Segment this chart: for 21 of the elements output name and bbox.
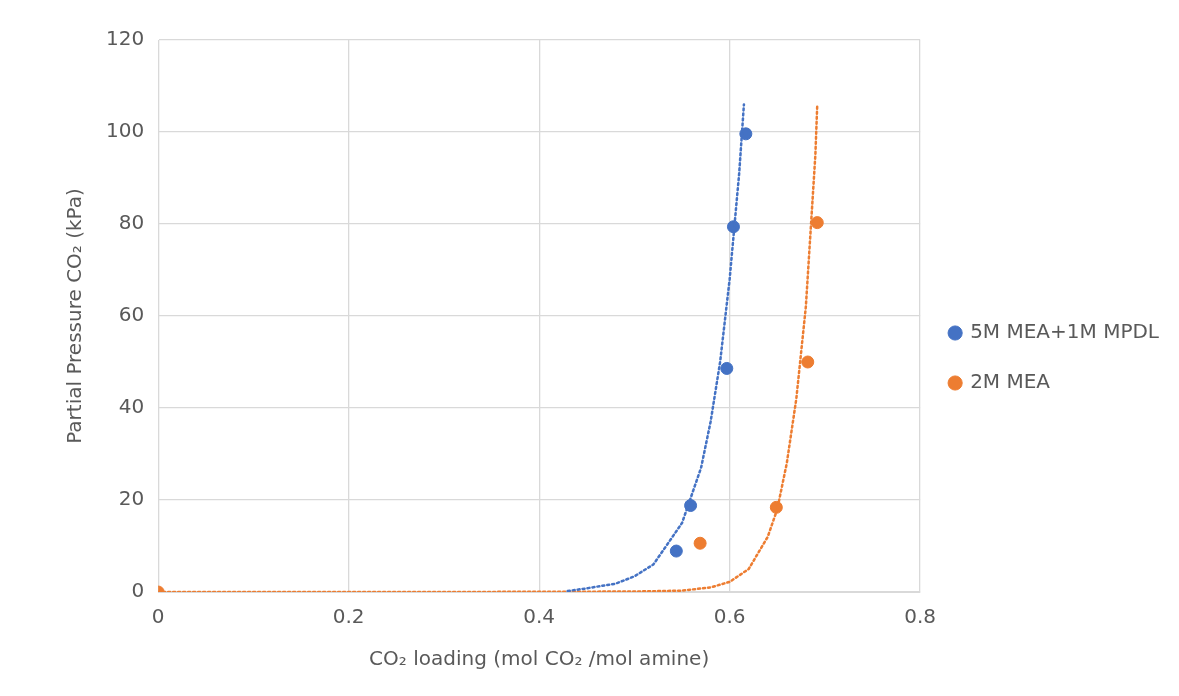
y-axis-title: Partial Pressure CO₂ (kPa) [62, 188, 87, 444]
x-tick-label: 0.4 [523, 604, 556, 629]
point [693, 536, 707, 550]
y-tick-label: 0 [131, 578, 145, 603]
x-axis-title: CO₂ loading (mol CO₂ /mol amine) [369, 646, 710, 671]
point [720, 361, 734, 375]
point [810, 216, 824, 230]
y-tick-label: 40 [118, 394, 145, 419]
x-tick-label: 0.6 [713, 604, 746, 629]
y-tick-label: 120 [105, 26, 145, 51]
y-tick-label: 100 [105, 118, 145, 143]
y-tick-label: 20 [118, 486, 145, 511]
x-tick-label: 0.2 [332, 604, 365, 629]
point [669, 544, 683, 558]
legend-label: 5M MEA+1M MPDL [970, 319, 1160, 344]
legend-label: 2M MEA [970, 369, 1051, 394]
point [801, 355, 815, 369]
y-tick-label: 80 [118, 210, 145, 235]
x-tick-label: 0 [151, 604, 165, 629]
y-tick-label: 60 [118, 302, 145, 327]
x-tick-label: 0.8 [904, 604, 937, 629]
